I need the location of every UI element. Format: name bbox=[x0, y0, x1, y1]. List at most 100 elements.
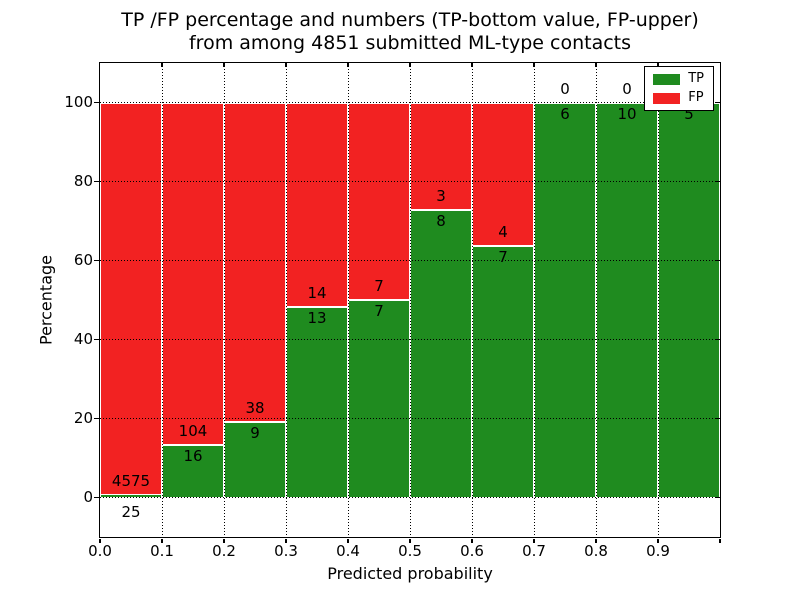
bar bbox=[596, 102, 658, 498]
y-tick-label: 80 bbox=[73, 171, 93, 190]
x-tick bbox=[223, 538, 225, 543]
bar bbox=[224, 102, 286, 498]
legend-label-tp: TP bbox=[688, 71, 704, 86]
x-tick bbox=[595, 538, 597, 543]
legend-item-tp: TP bbox=[653, 72, 704, 86]
v-gridline bbox=[285, 63, 287, 537]
tp-count-label: 25 bbox=[121, 503, 141, 522]
y-tick-right bbox=[715, 338, 720, 341]
bar-tp-segment bbox=[659, 103, 719, 497]
y-tick bbox=[94, 338, 99, 341]
x-tick-label: 0.0 bbox=[88, 542, 112, 560]
x-tick-label: 0.1 bbox=[150, 542, 174, 560]
y-tick bbox=[94, 101, 99, 104]
bar-tp-segment bbox=[535, 103, 595, 497]
tp-count-label: 9 bbox=[250, 423, 260, 442]
bar bbox=[162, 102, 224, 498]
x-tick-top bbox=[409, 63, 411, 67]
tp-count-label: 13 bbox=[307, 309, 327, 328]
x-tick-top bbox=[471, 63, 473, 67]
y-tick-label: 60 bbox=[73, 250, 93, 269]
bar bbox=[100, 102, 162, 498]
x-tick-top bbox=[161, 63, 163, 67]
x-tick-label: 0.5 bbox=[398, 542, 422, 560]
x-tick bbox=[285, 538, 287, 543]
x-tick bbox=[161, 538, 163, 543]
x-tick-label: 0.8 bbox=[584, 542, 608, 560]
y-tick-right bbox=[715, 101, 720, 104]
bar-fp-segment bbox=[101, 103, 161, 495]
x-tick bbox=[719, 538, 721, 543]
bar-fp-segment bbox=[225, 103, 285, 421]
bar-fp-segment bbox=[349, 103, 409, 299]
x-tick-top bbox=[657, 63, 659, 67]
fp-count-label: 4 bbox=[498, 223, 508, 242]
bar-tp-segment bbox=[287, 308, 347, 497]
x-tick-label: 0.4 bbox=[336, 542, 360, 560]
fp-color-swatch bbox=[653, 92, 681, 104]
fp-count-label: 104 bbox=[178, 421, 208, 440]
y-tick-label: 40 bbox=[73, 329, 93, 348]
x-tick-top bbox=[595, 63, 597, 67]
fp-count-label: 7 bbox=[374, 277, 384, 295]
x-tick-top bbox=[285, 63, 287, 67]
x-tick bbox=[533, 538, 535, 543]
x-tick-label: 0.2 bbox=[212, 542, 236, 560]
y-tick bbox=[94, 180, 99, 183]
tp-count-label: 6 bbox=[560, 104, 570, 123]
tp-count-label: 16 bbox=[183, 446, 203, 465]
x-tick-label: 0.7 bbox=[522, 542, 546, 560]
v-gridline bbox=[533, 63, 535, 537]
v-gridline bbox=[595, 63, 597, 537]
x-tick-label: 0.6 bbox=[460, 542, 484, 560]
y-tick-label: 0 bbox=[83, 487, 93, 506]
bar-fp-segment bbox=[411, 103, 471, 210]
y-tick-label: 20 bbox=[73, 408, 93, 427]
v-gridline bbox=[471, 63, 473, 537]
fp-count-label: 0 bbox=[622, 79, 632, 98]
tp-color-swatch bbox=[653, 73, 681, 85]
x-tick bbox=[409, 538, 411, 543]
y-tick-right bbox=[715, 417, 720, 420]
y-tick-right bbox=[715, 259, 720, 262]
x-axis-label: Predicted probability bbox=[327, 564, 493, 583]
tp-count-label: 8 bbox=[436, 212, 446, 231]
y-tick-label: 100 bbox=[64, 92, 93, 111]
fp-count-label: 0 bbox=[560, 79, 570, 98]
y-tick bbox=[94, 496, 99, 499]
bar-tp-segment bbox=[225, 422, 285, 497]
x-tick bbox=[99, 538, 101, 543]
fp-count-label: 3 bbox=[436, 187, 446, 206]
x-tick-top bbox=[223, 63, 225, 67]
x-tick bbox=[347, 538, 349, 543]
bar bbox=[472, 102, 534, 498]
v-gridline bbox=[657, 63, 659, 537]
fp-count-label: 14 bbox=[307, 284, 327, 303]
x-tick-label: 0.9 bbox=[646, 542, 670, 560]
v-gridline bbox=[161, 63, 163, 537]
chart-title-line2: from among 4851 submitted ML-type contac… bbox=[188, 32, 632, 54]
bar bbox=[410, 102, 472, 498]
v-gridline bbox=[409, 63, 411, 537]
chart-title: TP /FP percentage and numbers (TP-bottom… bbox=[90, 9, 730, 55]
bar-tp-segment bbox=[163, 445, 223, 497]
bar-tp-segment bbox=[101, 494, 161, 497]
tp-count-label: 5 bbox=[684, 104, 694, 123]
y-tick bbox=[94, 417, 99, 420]
bar-fp-segment bbox=[473, 103, 533, 246]
x-tick-top bbox=[533, 63, 535, 67]
plot-area: TP FP 4575251041638914137738470601005 bbox=[98, 61, 721, 538]
tp-count-label: 10 bbox=[617, 104, 637, 123]
v-gridline bbox=[347, 63, 349, 537]
x-tick bbox=[471, 538, 473, 543]
fp-count-label: 38 bbox=[245, 398, 265, 417]
x-tick-label: 0.3 bbox=[274, 542, 298, 560]
fp-count-label: 4575 bbox=[111, 472, 151, 491]
v-gridline bbox=[223, 63, 225, 537]
x-tick-top bbox=[347, 63, 349, 67]
bar-fp-segment bbox=[287, 103, 347, 307]
y-tick bbox=[94, 259, 99, 262]
x-tick bbox=[657, 538, 659, 543]
y-tick-right bbox=[715, 180, 720, 183]
